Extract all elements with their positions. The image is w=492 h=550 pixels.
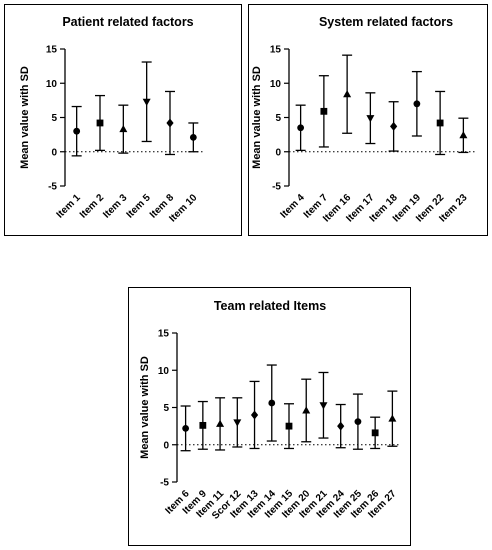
chart-panel-team: Team related Items Mean value with SD -5 0 5… (128, 287, 411, 546)
data-point-group (318, 371, 329, 439)
data-point-group (232, 397, 243, 448)
mean-marker (319, 402, 328, 410)
data-point-group (266, 364, 277, 442)
y-tick-label: -5 (48, 182, 57, 193)
data-point-group (141, 61, 152, 143)
y-tick-label: 0 (275, 147, 281, 158)
x-tick-label: Item 5 (125, 192, 154, 221)
data-point-group (197, 400, 208, 450)
y-tick-label: -5 (272, 182, 281, 193)
chart-title: Team related Items (214, 299, 326, 313)
mean-marker (285, 422, 293, 430)
mean-marker (343, 90, 352, 98)
data-point-group (188, 122, 199, 153)
chart-panel-patient: Patient related factors Mean value with S… (4, 4, 242, 236)
mean-marker (297, 124, 305, 132)
y-tick-label: 0 (163, 440, 169, 451)
x-tick-label: Item 4 (279, 192, 308, 221)
x-tick-label: Item 1 (55, 192, 84, 221)
data-point-group (335, 403, 346, 449)
mean-marker (390, 121, 398, 131)
data-point-group (365, 92, 376, 145)
data-point-group (118, 104, 129, 154)
x-tick-label: Item 2 (78, 192, 107, 221)
y-tick-label: 10 (46, 79, 58, 90)
mean-marker (413, 100, 421, 108)
mean-marker (320, 107, 328, 115)
y-tick-label: 5 (51, 113, 57, 124)
x-tick-label: Item 3 (101, 192, 130, 221)
mean-marker (436, 119, 444, 127)
mean-marker (302, 406, 311, 414)
chart-panel-system: System related factors Mean value with SD… (248, 4, 488, 236)
mean-marker (250, 410, 259, 420)
y-tick-label: 10 (270, 79, 282, 90)
y-tick-label: 5 (275, 113, 281, 124)
mean-marker (371, 429, 379, 437)
mean-marker (142, 98, 151, 106)
data-point-group (370, 416, 381, 450)
mean-marker (166, 118, 174, 128)
mean-marker (73, 127, 81, 135)
y-tick-label: -5 (160, 478, 169, 489)
data-point-group (458, 117, 469, 154)
mean-marker (366, 115, 375, 123)
data-point-group (342, 54, 353, 134)
data-point-group (249, 380, 260, 450)
chart-svg-patient: Patient related factors Mean value with S… (19, 15, 205, 224)
data-point-group (387, 390, 398, 447)
y-tick-label: 15 (270, 45, 282, 56)
mean-marker (459, 131, 468, 139)
data-point-group (318, 75, 329, 148)
data-point-group (295, 104, 306, 152)
chart-title: System related factors (319, 15, 453, 29)
y-tick-label: 15 (46, 45, 58, 56)
data-point-group (284, 403, 294, 450)
data-point-group (301, 378, 312, 443)
data-point-group (180, 405, 191, 452)
chart-title: Patient related factors (62, 15, 193, 29)
chart-svg-system: System related factors Mean value with SD… (251, 15, 475, 224)
mean-marker (268, 399, 276, 407)
mean-marker (182, 424, 190, 432)
y-axis-label: Mean value with SD (19, 66, 31, 169)
mean-marker (388, 414, 397, 422)
y-tick-label: 15 (158, 329, 170, 340)
mean-marker (337, 421, 345, 431)
data-point-group (352, 393, 363, 450)
mean-marker (354, 418, 362, 426)
mean-marker (189, 133, 197, 141)
data-point-group (411, 70, 422, 137)
mean-marker (96, 119, 104, 127)
data-point-group (435, 90, 446, 156)
data-point-group (388, 101, 399, 152)
y-axis-label: Mean value with SD (139, 356, 151, 459)
data-point-group (165, 90, 175, 156)
y-axis-label: Mean value with SD (251, 66, 263, 169)
chart-svg-team: Team related Items Mean value with SD -5 0 5… (139, 299, 401, 522)
mean-marker (216, 419, 225, 427)
mean-marker (233, 419, 242, 427)
y-tick-label: 0 (51, 147, 57, 158)
data-point-group (215, 397, 226, 451)
y-tick-label: 5 (163, 403, 169, 414)
y-tick-label: 10 (158, 366, 170, 377)
mean-marker (119, 124, 128, 133)
mean-marker (199, 421, 207, 429)
data-point-group (95, 94, 105, 152)
data-point-group (71, 105, 82, 157)
